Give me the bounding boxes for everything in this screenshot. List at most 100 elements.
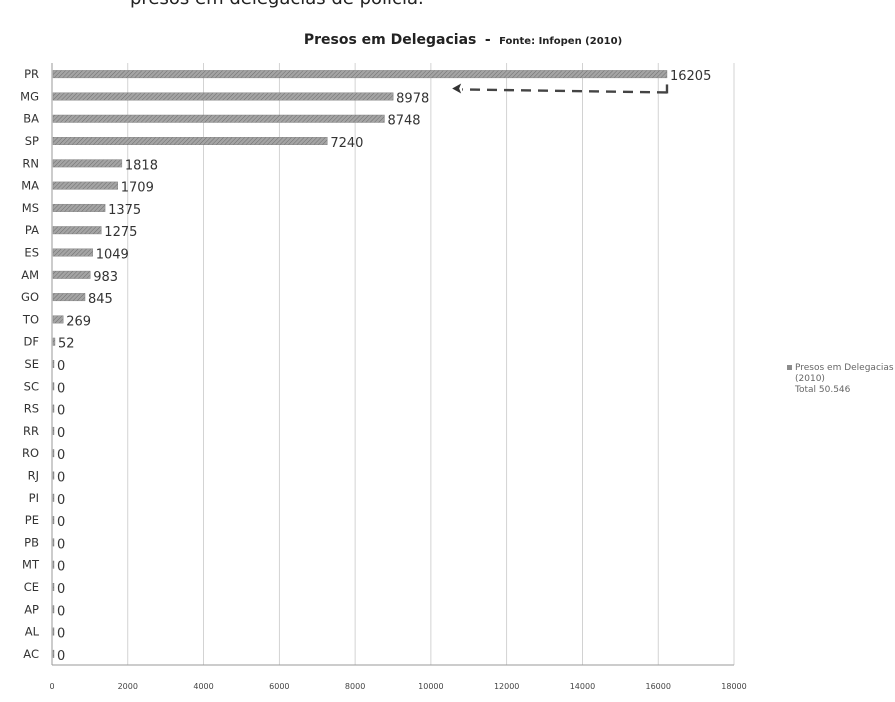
- legend: Presos em Delegacias (2010) Total 50.546: [787, 363, 894, 395]
- bar-pr: [52, 70, 668, 79]
- category-label-to: TO: [22, 312, 39, 326]
- bar-ma: [52, 181, 118, 190]
- x-tick-label: 16000: [645, 682, 670, 691]
- bar-sc: [52, 382, 55, 391]
- x-tick-label: 0: [49, 682, 54, 691]
- value-label-sc: 0: [57, 381, 65, 396]
- bar-sp: [52, 137, 328, 145]
- value-labels: 16205 8978 8748 7240 1818 1709 1375 1275 1049 983…: [57, 69, 711, 664]
- x-tick-label: 18000: [721, 682, 746, 691]
- annotation-dashed-line: [462, 88, 668, 94]
- bar-ba: [52, 114, 385, 123]
- annotation-arrowhead: [452, 83, 462, 94]
- value-label-mt: 0: [57, 560, 65, 575]
- value-label-rj: 0: [57, 470, 65, 485]
- value-label-to: 269: [66, 314, 91, 329]
- category-label-go: GO: [21, 290, 39, 304]
- value-label-ro: 0: [57, 448, 65, 463]
- x-tick-label: 4000: [193, 682, 213, 691]
- category-label-mg: MG: [20, 89, 39, 103]
- bar-ac: [52, 649, 55, 658]
- legend-line-3: Total 50.546: [794, 385, 851, 395]
- chart-subtitle: Fonte: Infopen (2010): [499, 36, 622, 47]
- bar-pb: [52, 538, 55, 547]
- bar-mg: [52, 92, 394, 101]
- bar-ce: [52, 583, 55, 591]
- value-label-rs: 0: [57, 404, 65, 419]
- bar-se: [52, 360, 55, 368]
- value-label-pe: 0: [57, 515, 65, 530]
- value-label-mg: 8978: [396, 91, 429, 106]
- category-label-pe: PE: [25, 513, 39, 527]
- bars: [52, 70, 668, 658]
- category-label-pa: PA: [25, 223, 39, 237]
- legend-line-2: (2010): [795, 374, 825, 384]
- x-tick-labels: 0 2000 4000 6000 8000 10000 12000 14000 16000 180…: [49, 682, 746, 691]
- bar-es: [52, 248, 93, 257]
- bar-rr: [52, 426, 55, 435]
- value-label-se: 0: [57, 359, 65, 374]
- axes: [51, 63, 734, 666]
- category-label-pb: PB: [24, 535, 39, 549]
- value-label-sp: 7240: [330, 136, 363, 151]
- x-tick-label: 12000: [494, 682, 519, 691]
- value-label-ap: 0: [57, 604, 65, 619]
- value-label-al: 0: [57, 627, 65, 642]
- bar-rn: [52, 159, 123, 168]
- bar-ap: [52, 605, 55, 614]
- legend-line-1: Presos em Delegacias: [795, 363, 894, 373]
- category-label-mt: MT: [22, 558, 40, 572]
- value-label-pb: 0: [57, 537, 65, 552]
- value-label-ce: 0: [57, 582, 65, 597]
- bar-ms: [52, 203, 106, 212]
- value-label-go: 845: [88, 292, 113, 307]
- page-top-text: presos em delegacias de polícia.: [130, 0, 424, 9]
- value-label-pa: 1275: [104, 225, 137, 240]
- category-label-ms: MS: [22, 201, 39, 215]
- value-label-am: 983: [93, 270, 118, 285]
- chart-title-separator: -: [485, 32, 491, 48]
- x-tick-label: 10000: [418, 682, 443, 691]
- category-label-rj: RJ: [28, 468, 39, 482]
- bar-mt: [52, 560, 55, 569]
- category-label-al: AL: [25, 625, 40, 639]
- value-label-es: 1049: [96, 248, 129, 263]
- chart-title-main: Presos em Delegacias: [304, 32, 477, 48]
- x-tick-label: 14000: [570, 682, 595, 691]
- bar-pa: [52, 226, 102, 235]
- value-label-pr: 16205: [670, 69, 711, 84]
- value-label-ac: 0: [57, 649, 65, 664]
- category-label-df: DF: [24, 335, 39, 349]
- bar-df: [52, 337, 56, 346]
- category-label-ce: CE: [24, 580, 39, 594]
- category-label-ro: RO: [22, 446, 39, 460]
- svg-text:Presos em Delegacias -: Presos em Delegacias - Fonte: Infopen (2…: [304, 31, 622, 48]
- bar-go: [52, 293, 86, 302]
- category-label-es: ES: [24, 246, 39, 260]
- category-label-pr: PR: [24, 67, 39, 81]
- bar-pi: [52, 493, 55, 502]
- category-label-ba: BA: [23, 112, 39, 126]
- value-label-ma: 1709: [121, 181, 154, 196]
- legend-swatch: [787, 365, 792, 370]
- bar-rj: [52, 471, 55, 480]
- bar-am: [52, 270, 91, 279]
- category-label-se: SE: [24, 357, 39, 371]
- category-label-rn: RN: [22, 156, 39, 170]
- category-label-ma: MA: [21, 179, 39, 193]
- bar-pe: [52, 516, 55, 525]
- category-label-rr: RR: [23, 424, 39, 438]
- value-label-ba: 8748: [387, 114, 420, 129]
- category-label-ac: AC: [23, 647, 39, 661]
- annotation-arrow: [452, 83, 669, 94]
- value-label-rn: 1818: [125, 158, 158, 173]
- value-label-df: 52: [58, 337, 75, 352]
- category-label-pi: PI: [29, 491, 39, 505]
- bar-ro: [52, 449, 55, 458]
- category-labels: PR MG BA SP RN MA MS PA ES AM GO TO DF SE SC RS RR RO RJ PI…: [20, 67, 40, 661]
- category-label-sp: SP: [25, 134, 39, 148]
- category-label-ap: AP: [24, 602, 39, 616]
- x-tick-label: 8000: [345, 682, 365, 691]
- category-label-sc: SC: [24, 379, 39, 393]
